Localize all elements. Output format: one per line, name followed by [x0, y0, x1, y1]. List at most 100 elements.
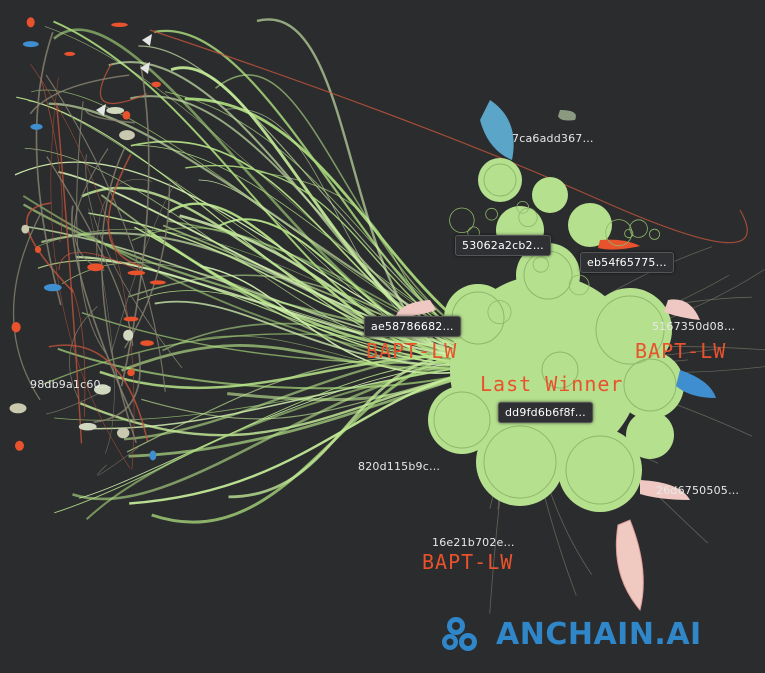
wallet-node[interactable]: [122, 111, 131, 120]
transaction-edge: [12, 212, 42, 401]
edge-arrowhead: [140, 62, 150, 74]
wallet-node[interactable]: [21, 224, 30, 234]
cluster-petal: [664, 299, 700, 320]
address-label[interactable]: 7ca6add367…: [512, 132, 594, 145]
wallet-node[interactable]: [151, 81, 161, 88]
address-label[interactable]: 98db9a1c60…: [30, 378, 112, 391]
wallet-node[interactable]: [11, 322, 21, 333]
cluster-lobe: [558, 428, 642, 512]
wallet-node[interactable]: [34, 246, 42, 254]
wallet-node[interactable]: [78, 422, 97, 431]
cluster-petal: [676, 370, 716, 398]
address-label[interactable]: eb54f65775…: [580, 252, 674, 273]
cluster-bubble: [605, 219, 633, 247]
wallet-node[interactable]: [149, 280, 166, 285]
brand-name: ANCHAIN.AI: [496, 616, 702, 652]
wallet-node[interactable]: [123, 329, 134, 341]
transaction-edge: [225, 108, 521, 361]
transaction-edge: [149, 29, 748, 244]
transaction-edge: [96, 179, 153, 258]
address-label[interactable]: 26d6750505…: [656, 484, 740, 497]
cluster-bubble: [449, 207, 475, 234]
cluster-bubble: [485, 207, 498, 221]
transaction-edge: [99, 63, 148, 104]
cluster-petal: [480, 100, 514, 160]
cluster-petal: [558, 110, 576, 121]
transaction-edge: [76, 101, 107, 354]
cluster-bubble: [568, 274, 590, 296]
wallet-node[interactable]: [140, 340, 154, 346]
cluster-lobe: [616, 351, 684, 419]
address-label[interactable]: ae58786682…: [364, 316, 461, 337]
wallet-node[interactable]: [111, 22, 128, 27]
address-label[interactable]: 16e21b702e…: [432, 536, 515, 549]
cluster-lobe: [588, 288, 672, 372]
bapt-lw-annotation: BAPT-LW: [422, 550, 514, 574]
address-label[interactable]: 820d115b9c…: [358, 460, 441, 473]
anchain-brand: ANCHAIN.AI: [440, 612, 702, 656]
transaction-edge: [50, 77, 131, 469]
transaction-edge: [56, 105, 83, 444]
cluster-lobe: [428, 386, 496, 454]
wallet-node[interactable]: [123, 316, 139, 322]
transaction-edge: [48, 344, 149, 442]
cluster-lobe: [626, 411, 674, 459]
cluster-bubble: [516, 201, 529, 214]
transaction-edge: [70, 286, 86, 417]
transaction-edge: [141, 359, 521, 420]
edge-arrowhead: [142, 34, 152, 46]
wallet-node[interactable]: [127, 369, 135, 377]
transaction-edge: [58, 251, 139, 271]
address-label[interactable]: 5167350d08…: [652, 320, 736, 333]
cluster-bubble: [649, 228, 661, 240]
transaction-edge: [71, 205, 136, 423]
wallet-node[interactable]: [119, 130, 135, 141]
transaction-edge: [85, 154, 183, 369]
wallet-node[interactable]: [30, 123, 43, 130]
cluster-petal: [640, 480, 690, 500]
transaction-edge: [72, 358, 521, 501]
last-winner-cluster: [395, 100, 716, 612]
wallet-node[interactable]: [149, 450, 157, 461]
cluster-lobe: [478, 158, 522, 202]
wallet-node[interactable]: [117, 427, 130, 439]
cluster-petal: [615, 519, 644, 612]
wallet-node[interactable]: [26, 17, 35, 28]
address-label[interactable]: dd9fd6b6f8f…: [498, 402, 593, 423]
wallet-node[interactable]: [64, 51, 76, 56]
transaction-edge: [40, 77, 63, 243]
wallet-node[interactable]: [43, 283, 62, 292]
cluster-bubble: [624, 228, 634, 239]
wallet-node[interactable]: [106, 107, 125, 114]
wallet-node[interactable]: [9, 403, 27, 414]
transaction-edge: [111, 180, 177, 353]
transaction-edge: [93, 351, 141, 424]
transaction-edge: [97, 447, 139, 476]
cluster-lobe: [568, 203, 612, 247]
address-label[interactable]: 53062a2cb2…: [455, 235, 551, 256]
transaction-edge: [29, 74, 130, 115]
bapt-lw-annotation: BAPT-LW: [635, 339, 727, 363]
cluster-petal: [395, 300, 436, 318]
cluster-bubble: [629, 219, 648, 238]
cluster-petal: [598, 239, 640, 250]
edge-arrowhead: [96, 104, 106, 116]
cluster-lobe: [516, 243, 580, 307]
wallet-node[interactable]: [87, 263, 104, 272]
cluster-lobe: [476, 418, 564, 506]
transaction-edge: [124, 183, 171, 349]
transaction-edge: [46, 156, 134, 346]
graph-nodes: [9, 17, 661, 461]
wallet-node[interactable]: [22, 41, 39, 48]
wallet-node[interactable]: [127, 270, 146, 276]
transaction-edge: [37, 259, 521, 363]
transaction-edge: [69, 306, 98, 399]
wallet-node[interactable]: [94, 384, 111, 395]
transaction-edge: [81, 312, 521, 365]
bapt-lw-annotation: BAPT-LW: [366, 339, 458, 363]
wallet-node[interactable]: [15, 440, 24, 451]
cluster-bubble: [487, 300, 512, 325]
transaction-edge: [45, 74, 166, 392]
